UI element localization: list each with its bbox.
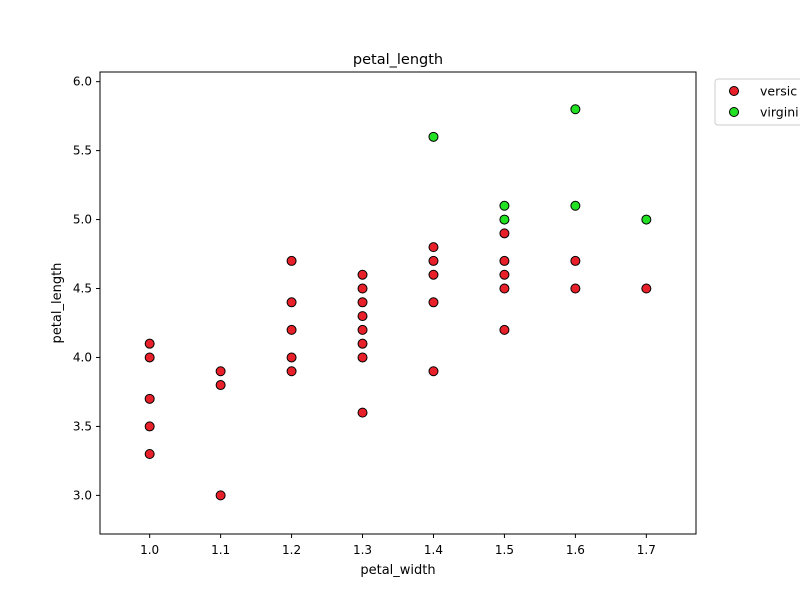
data-point-versic	[499, 255, 510, 266]
data-point-virgini	[570, 104, 581, 115]
x-axis-label: petal_width	[360, 563, 435, 578]
data-point-versic	[144, 352, 155, 363]
data-point-virgini	[428, 131, 439, 142]
plot-area-frame	[99, 71, 697, 535]
y-axis-ticks: 3.0 3.5 4.0 4.5 5.0 5.5 6.0	[73, 75, 100, 502]
data-point-virgini	[499, 214, 510, 225]
x-tick-label: 1.4	[424, 543, 443, 557]
data-point-versic	[357, 324, 368, 335]
data-point-virgini	[499, 200, 510, 211]
data-point-versic	[428, 242, 439, 253]
x-tick-label: 1.1	[211, 543, 230, 557]
data-point-versic	[570, 255, 581, 266]
x-tick-label: 1.6	[566, 543, 585, 557]
legend-label: versic	[760, 84, 797, 99]
y-tick-label: 3.0	[73, 488, 92, 502]
data-point-versic	[286, 352, 297, 363]
x-tick-label: 1.5	[495, 543, 514, 557]
data-point-versic	[357, 407, 368, 418]
y-tick-label: 4.0	[73, 350, 92, 364]
legend-items: versic virgini	[729, 84, 799, 120]
data-point-virgini	[570, 200, 581, 211]
data-point-versic	[286, 366, 297, 377]
y-tick-label: 5.0	[73, 213, 92, 227]
x-axis-ticks: 1.0 1.1 1.2 1.3 1.4 1.5 1.6 1.7	[140, 534, 656, 557]
data-point-versic	[144, 421, 155, 432]
y-tick-label: 6.0	[73, 75, 92, 89]
data-point-versic	[641, 283, 652, 294]
data-point-versic	[499, 283, 510, 294]
data-point-versic	[144, 393, 155, 404]
data-point-versic	[499, 269, 510, 280]
x-tick-label: 1.2	[282, 543, 301, 557]
x-tick-label: 1.3	[353, 543, 372, 557]
data-point-versic	[499, 228, 510, 239]
data-point-versic	[499, 324, 510, 335]
legend-marker	[729, 107, 739, 117]
data-point-versic	[357, 338, 368, 349]
data-point-versic	[357, 297, 368, 308]
data-point-versic	[286, 324, 297, 335]
x-tick-label: 1.7	[637, 543, 656, 557]
data-point-versic	[286, 297, 297, 308]
y-tick-label: 3.5	[73, 419, 92, 433]
y-axis-label: petal_length	[50, 263, 65, 344]
data-point-versic	[357, 269, 368, 280]
data-point-virgini	[641, 214, 652, 225]
data-point-versic	[428, 255, 439, 266]
data-point-versic	[357, 283, 368, 294]
data-point-versic	[144, 449, 155, 460]
y-tick-label: 4.5	[73, 282, 92, 296]
data-point-versic	[570, 283, 581, 294]
data-point-versic	[357, 311, 368, 322]
data-point-versic	[286, 255, 297, 266]
data-point-versic	[428, 366, 439, 377]
y-tick-label: 5.5	[73, 144, 92, 158]
x-tick-label: 1.0	[140, 543, 159, 557]
data-point-versic	[357, 352, 368, 363]
data-point-versic	[215, 366, 226, 377]
legend-marker	[729, 86, 739, 96]
data-point-versic	[144, 338, 155, 349]
data-point-versic	[428, 269, 439, 280]
legend: versic virgini	[714, 78, 800, 126]
scatter-points	[144, 104, 652, 501]
data-point-versic	[215, 490, 226, 501]
legend-label: virgini	[760, 105, 799, 120]
data-point-versic	[428, 297, 439, 308]
data-point-versic	[215, 380, 226, 391]
chart-title: petal_length	[353, 52, 443, 68]
